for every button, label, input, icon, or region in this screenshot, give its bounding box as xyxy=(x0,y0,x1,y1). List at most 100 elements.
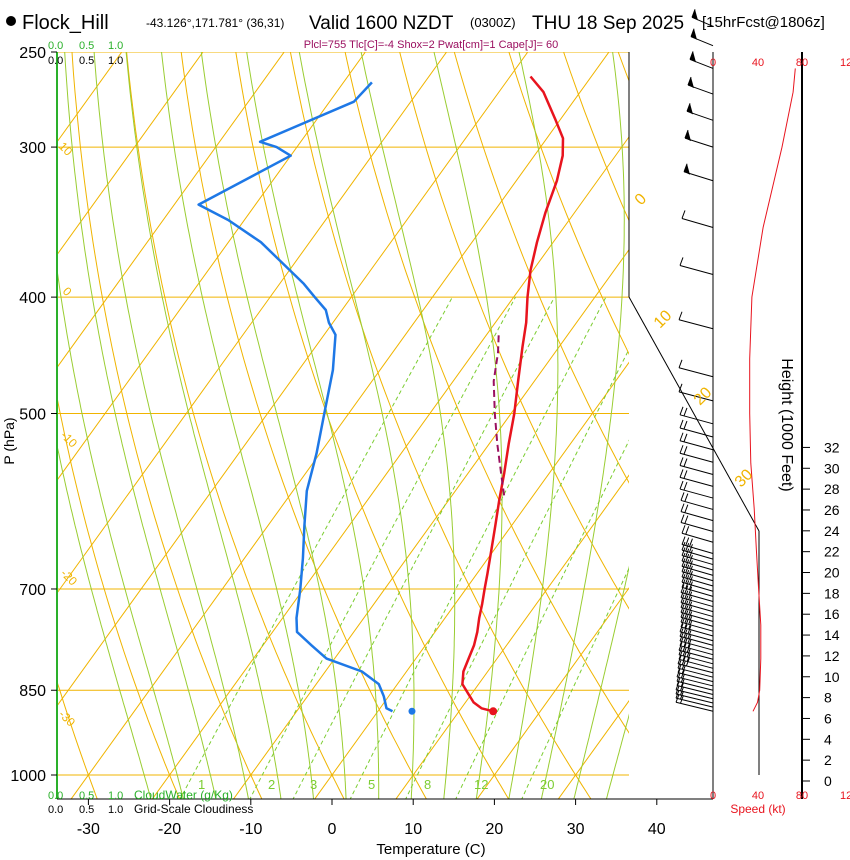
isotherm-0 xyxy=(314,361,629,799)
barb-feather-21-0 xyxy=(680,599,685,608)
barb-feather-43-0 xyxy=(679,419,684,429)
mixing-label-1: 1 xyxy=(198,777,205,792)
barb-shaft-4 xyxy=(676,685,714,696)
barb-shaft-12 xyxy=(678,649,714,660)
moist-adiabat-20 xyxy=(433,52,503,799)
barb-feather-16-0 xyxy=(679,623,684,632)
surface-temperature-dot xyxy=(489,707,498,716)
barb-feather-24-2 xyxy=(688,586,693,595)
h-tick-label-14: 28 xyxy=(824,481,840,497)
dry-adiabat-70 xyxy=(508,52,629,355)
barb-feather-48-0 xyxy=(679,257,684,266)
barb-shaft-3 xyxy=(675,689,714,700)
moist-adiabat--16 xyxy=(57,265,184,799)
moist-adiabat-4 xyxy=(200,52,347,799)
bottom-black-scale-1: 0.5 xyxy=(79,804,94,816)
barb-feather-22-0 xyxy=(680,594,685,603)
barb-feather-26-2 xyxy=(688,576,693,585)
barb-feather-38-1 xyxy=(683,481,688,491)
wind-barb-54 xyxy=(689,51,714,69)
barb-shaft-21 xyxy=(680,607,714,618)
moist-adiabat-24 xyxy=(508,52,559,799)
x-axis-label: Temperature (C) xyxy=(376,841,485,858)
speed-top-tick-120: 12 xyxy=(840,57,850,69)
dry-adiabat-40 xyxy=(344,52,629,734)
mixing-label-12: 12 xyxy=(474,777,488,792)
wind-barb-39 xyxy=(679,469,714,487)
barb-feather-33-2 xyxy=(688,538,693,547)
barb-feather-45-0 xyxy=(678,383,683,393)
isotherm-20 xyxy=(476,587,629,799)
barb-shaft-39 xyxy=(679,476,714,487)
wind-barb-47 xyxy=(678,311,714,330)
wind-barb-28 xyxy=(681,563,714,582)
wind-barb-24 xyxy=(680,584,714,602)
wind-barb-56 xyxy=(691,9,714,27)
bottom-green-scale-2: 1.0 xyxy=(108,790,123,802)
barb-shaft-37 xyxy=(680,499,714,510)
mixing-ratio-2 xyxy=(249,296,516,799)
barb-shaft-7 xyxy=(677,672,714,683)
isotherm--40 xyxy=(57,52,529,707)
barb-feather-27-0 xyxy=(681,568,686,578)
barb-shaft-2 xyxy=(675,693,714,704)
x-tick-label-7: 40 xyxy=(648,821,666,838)
wind-barb-42 xyxy=(679,432,714,451)
barb-feather-32-1 xyxy=(685,542,690,552)
barb-feather-34-1 xyxy=(685,526,690,535)
moist-adiabat-36 xyxy=(605,713,629,799)
x-tick-label-3: 0 xyxy=(328,821,337,838)
barb-feather-38-0 xyxy=(679,480,684,490)
barb-shaft-1 xyxy=(675,697,714,708)
isotherm-label-10: 10 xyxy=(651,307,676,332)
isotherm--50 xyxy=(57,52,448,594)
dry-adiabat-50 xyxy=(399,52,629,610)
bottom-black-scale-0: 0.0 xyxy=(48,804,63,816)
barb-feather-30-2 xyxy=(688,554,693,564)
barb-shaft-17 xyxy=(680,626,714,637)
speed-bottom-tick-0: 0 xyxy=(710,790,716,802)
isotherm--30 xyxy=(70,52,610,799)
top-green-scale-1: 0.5 xyxy=(79,40,94,52)
p-tick-label-2: 400 xyxy=(19,290,46,307)
barb-shaft-46 xyxy=(678,367,714,378)
mixing-ratio-1 xyxy=(179,296,453,799)
barb-shaft-19 xyxy=(680,616,714,627)
wind-barb-50 xyxy=(683,163,714,182)
barb-shaft-28 xyxy=(681,571,714,582)
isotherm--80 xyxy=(57,52,204,256)
wind-barb-51 xyxy=(684,129,714,148)
mixing-label-3: 3 xyxy=(310,777,317,792)
barb-feather-37-1 xyxy=(684,493,689,502)
wind-barb-20 xyxy=(680,604,714,622)
barb-shaft-38 xyxy=(679,488,714,499)
wind-barb-22 xyxy=(680,594,714,613)
x-tick-label-0: -30 xyxy=(77,821,100,838)
wind-barb-37 xyxy=(680,492,714,510)
moist-adiabat--12 xyxy=(64,52,217,799)
wind-barb-52 xyxy=(686,103,714,121)
barb-feather-40-1 xyxy=(683,458,688,467)
barb-shaft-36 xyxy=(680,511,714,522)
wind-barb-16 xyxy=(679,623,714,642)
wind-barb-45 xyxy=(678,383,714,402)
h-tick-label-12: 24 xyxy=(824,523,840,539)
dry-adiabat-30 xyxy=(289,52,592,799)
isotherm--70 xyxy=(57,52,285,369)
speed-top-tick-0: 0 xyxy=(710,57,716,69)
wind-barb-46 xyxy=(678,359,714,378)
barb-feather-30-0 xyxy=(681,552,686,562)
bottom-black-scale-2: 1.0 xyxy=(108,804,123,816)
barb-shaft-13 xyxy=(679,645,714,656)
wind-barb-33 xyxy=(681,536,714,555)
wind-barb-23 xyxy=(680,589,714,608)
speed-bottom-tick-120: 12 xyxy=(840,790,850,802)
barb-feather-40-0 xyxy=(679,457,684,466)
h-tick-label-11: 22 xyxy=(824,544,840,560)
wind-speed-panel xyxy=(749,68,796,712)
barb-feather-29-2 xyxy=(688,560,693,569)
barb-feather-31-0 xyxy=(681,547,686,556)
barb-shaft-40 xyxy=(679,464,714,475)
h-tick-label-13: 26 xyxy=(824,502,840,518)
dry-label-minus20: -20 xyxy=(58,566,80,588)
